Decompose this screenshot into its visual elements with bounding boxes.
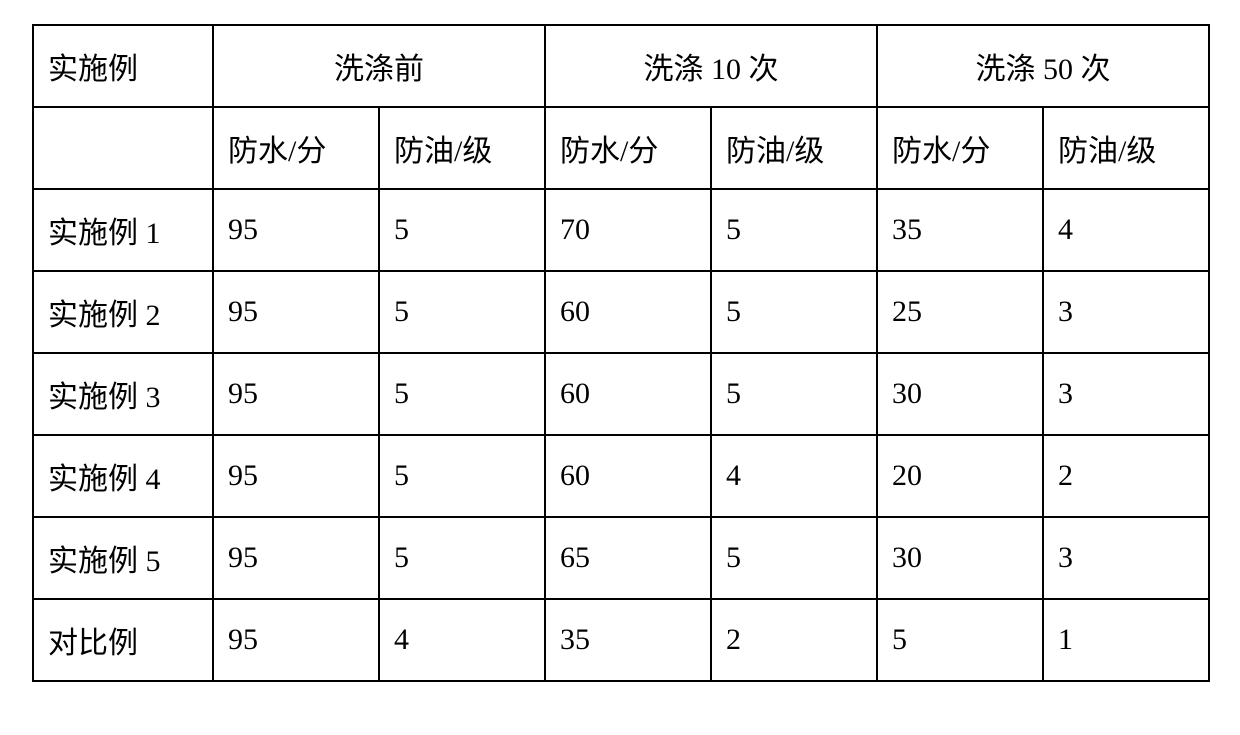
sub-header: 防油/级 <box>379 107 545 189</box>
cell: 35 <box>877 189 1043 271</box>
table-row: 实施例 4 95 5 60 4 20 2 <box>33 435 1209 517</box>
table-row: 实施例 1 95 5 70 5 35 4 <box>33 189 1209 271</box>
cell: 1 <box>1043 599 1209 681</box>
cell: 3 <box>1043 517 1209 599</box>
cell: 4 <box>379 599 545 681</box>
cell: 5 <box>379 353 545 435</box>
row-label: 实施例 5 <box>33 517 213 599</box>
table-header-row-1: 实施例 洗涤前 洗涤 10 次 洗涤 50 次 <box>33 25 1209 107</box>
table-row: 实施例 2 95 5 60 5 25 3 <box>33 271 1209 353</box>
cell: 30 <box>877 353 1043 435</box>
cell: 3 <box>1043 271 1209 353</box>
cell: 95 <box>213 271 379 353</box>
cell: 60 <box>545 353 711 435</box>
cell: 5 <box>711 189 877 271</box>
results-table: 实施例 洗涤前 洗涤 10 次 洗涤 50 次 防水/分 防油/级 防水/分 防… <box>32 24 1210 682</box>
cell: 4 <box>1043 189 1209 271</box>
cell: 95 <box>213 435 379 517</box>
cell: 95 <box>213 353 379 435</box>
table-row: 实施例 3 95 5 60 5 30 3 <box>33 353 1209 435</box>
row-label: 实施例 2 <box>33 271 213 353</box>
cell: 5 <box>379 189 545 271</box>
cell: 20 <box>877 435 1043 517</box>
sub-header: 防水/分 <box>545 107 711 189</box>
cell: 65 <box>545 517 711 599</box>
sub-header: 防油/级 <box>711 107 877 189</box>
cell: 30 <box>877 517 1043 599</box>
cell: 3 <box>1043 353 1209 435</box>
row-label: 实施例 1 <box>33 189 213 271</box>
group-header: 洗涤 50 次 <box>877 25 1209 107</box>
group-header: 洗涤前 <box>213 25 545 107</box>
row-label: 实施例 3 <box>33 353 213 435</box>
cell: 2 <box>711 599 877 681</box>
cell: 5 <box>877 599 1043 681</box>
cell: 70 <box>545 189 711 271</box>
cell: 4 <box>711 435 877 517</box>
cell: 35 <box>545 599 711 681</box>
cell: 5 <box>379 271 545 353</box>
sub-header: 防水/分 <box>213 107 379 189</box>
sub-header: 防水/分 <box>877 107 1043 189</box>
corner-label: 实施例 <box>33 25 213 107</box>
cell: 5 <box>379 435 545 517</box>
cell: 25 <box>877 271 1043 353</box>
table-row: 对比例 95 4 35 2 5 1 <box>33 599 1209 681</box>
row-label: 对比例 <box>33 599 213 681</box>
cell: 60 <box>545 271 711 353</box>
table-header-row-2: 防水/分 防油/级 防水/分 防油/级 防水/分 防油/级 <box>33 107 1209 189</box>
cell: 5 <box>711 271 877 353</box>
cell: 60 <box>545 435 711 517</box>
row-label: 实施例 4 <box>33 435 213 517</box>
cell: 95 <box>213 517 379 599</box>
cell: 5 <box>711 353 877 435</box>
group-header: 洗涤 10 次 <box>545 25 877 107</box>
cell: 2 <box>1043 435 1209 517</box>
cell: 95 <box>213 189 379 271</box>
cell: 95 <box>213 599 379 681</box>
cell: 5 <box>711 517 877 599</box>
table-row: 实施例 5 95 5 65 5 30 3 <box>33 517 1209 599</box>
sub-header: 防油/级 <box>1043 107 1209 189</box>
cell: 5 <box>379 517 545 599</box>
empty-cell <box>33 107 213 189</box>
